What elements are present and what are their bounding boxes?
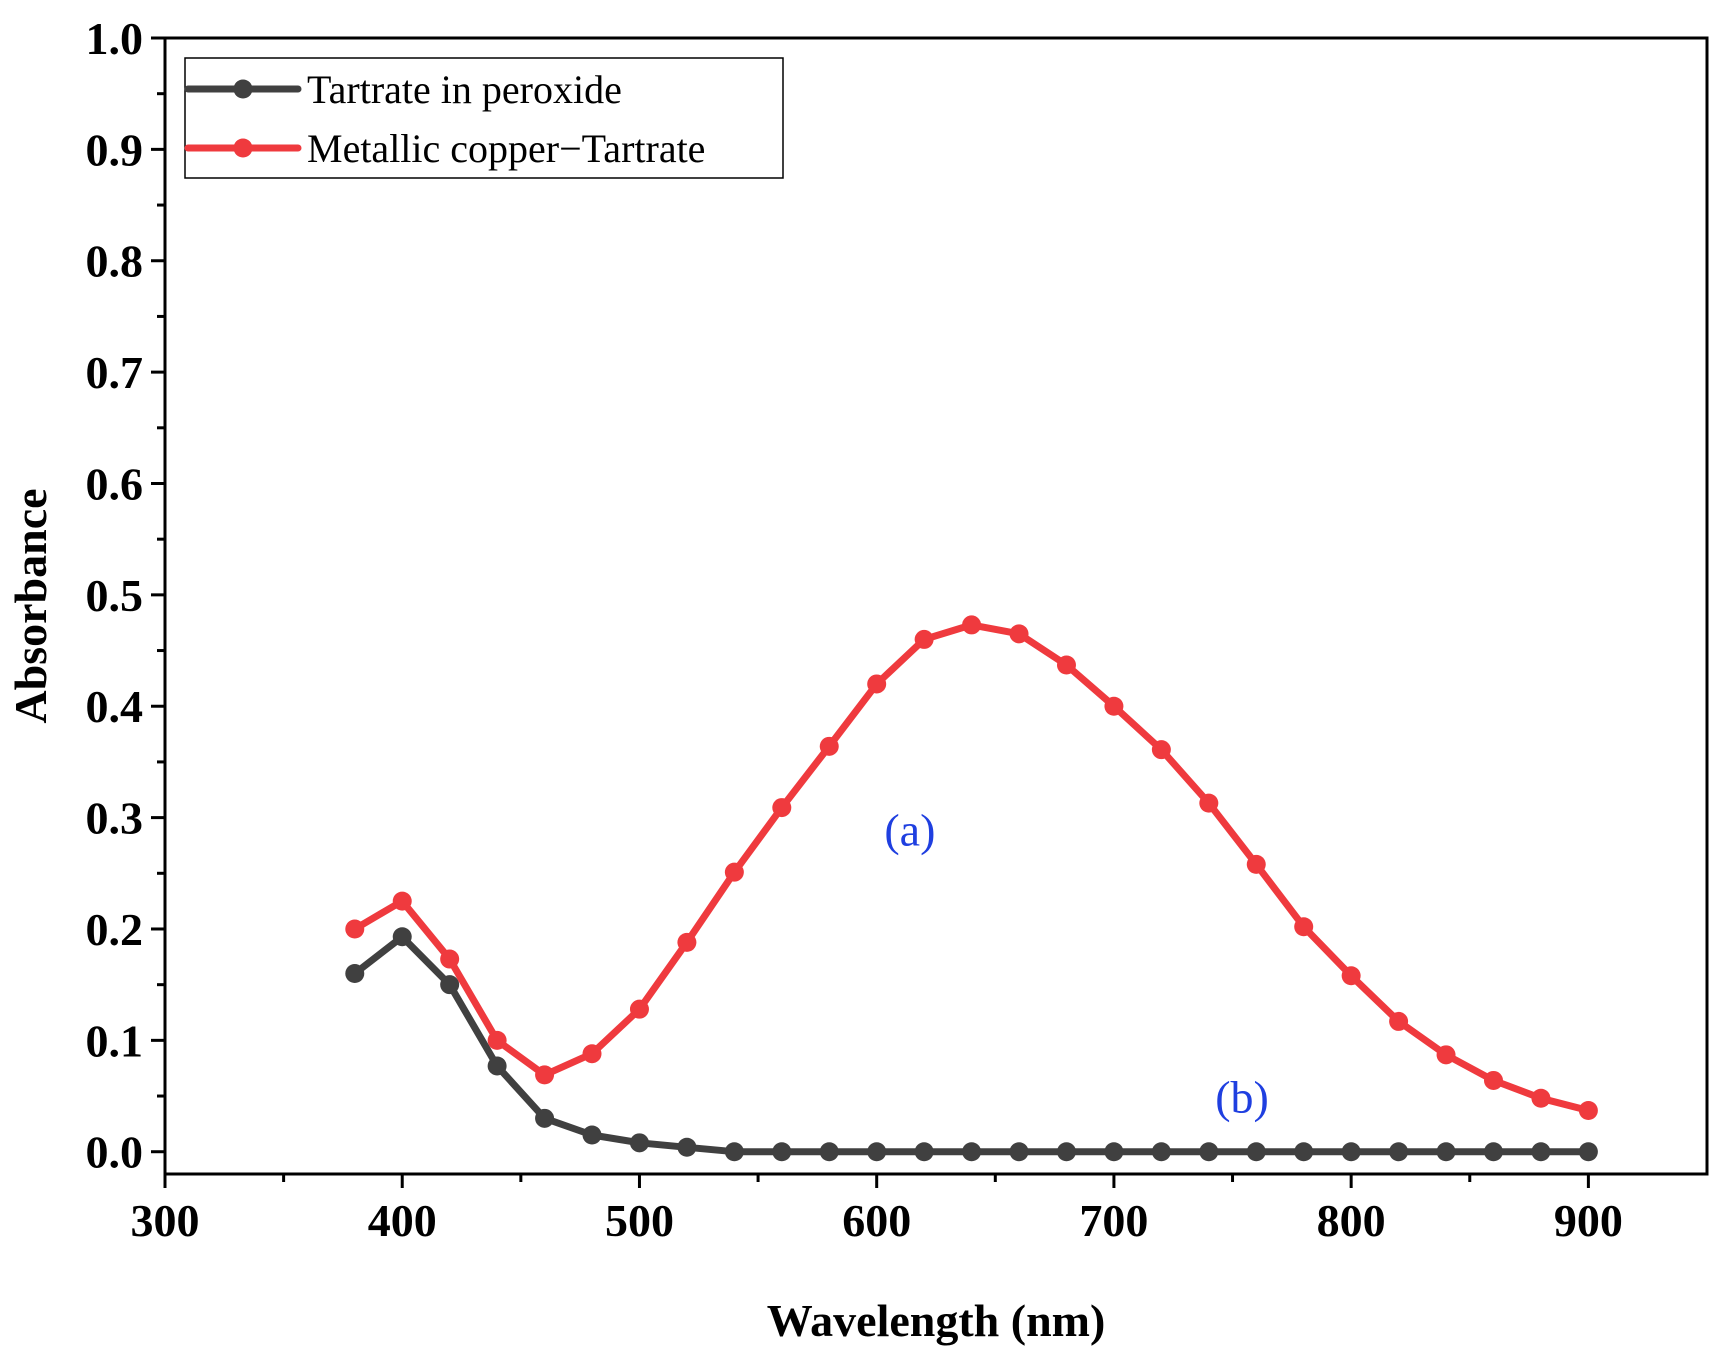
series-1-point — [1578, 1142, 1598, 1162]
y-tick-label: 0.2 — [86, 904, 144, 955]
legend-marker-series-1 — [233, 79, 253, 99]
series-1-point — [867, 1142, 887, 1162]
series-2-point — [1389, 1011, 1409, 1031]
y-axis: 0.0 0.1 0.2 0.3 0.4 0.5 0.6 0.7 0.8 0.9 1.0 — [86, 13, 165, 1178]
series-layer — [345, 615, 1598, 1162]
series-2-point — [1531, 1088, 1551, 1108]
series-1-point — [1483, 1142, 1503, 1162]
series-1-point — [345, 964, 365, 984]
x-axis: 300 400 500 600 700 800 900 — [131, 1174, 1623, 1246]
series-1-point — [1294, 1142, 1314, 1162]
y-tick-label: 0.4 — [86, 681, 144, 732]
x-tick-label: 400 — [368, 1195, 437, 1246]
series-1-point — [1009, 1142, 1029, 1162]
series-1-point — [487, 1056, 507, 1076]
series-2-point — [1104, 696, 1124, 716]
y-tick-label: 0.1 — [86, 1015, 144, 1066]
series-1-point — [772, 1142, 792, 1162]
series-2-point — [345, 919, 365, 939]
series-2-point — [1009, 624, 1029, 644]
annotations: (a) (b) — [884, 804, 1268, 1122]
series-2-point — [914, 629, 934, 649]
y-tick-label: 0.8 — [86, 236, 144, 287]
plot-frame — [163, 36, 1709, 1176]
series-2-point — [392, 891, 412, 911]
series-2-point — [867, 674, 887, 694]
series-2-point — [1578, 1101, 1598, 1121]
series-1-point — [914, 1142, 934, 1162]
series-1-point — [392, 927, 412, 947]
series-1-point — [962, 1142, 982, 1162]
y-tick-label: 0.0 — [86, 1127, 144, 1178]
series-2-point — [1056, 655, 1076, 675]
series-1-point — [819, 1142, 839, 1162]
series-2-point — [677, 932, 697, 952]
series-2-point — [1294, 917, 1314, 937]
series-2-point — [819, 736, 839, 756]
series-1-point — [1056, 1142, 1076, 1162]
legend-label-series-1: Tartrate in peroxide — [307, 67, 622, 112]
x-tick-label: 800 — [1317, 1195, 1386, 1246]
x-tick-label: 500 — [605, 1195, 674, 1246]
legend: Tartrate in peroxide Metallic copper−Tar… — [184, 57, 784, 179]
series-1-point — [1246, 1142, 1266, 1162]
series-1-point — [1199, 1142, 1219, 1162]
series-2-point — [772, 798, 792, 818]
x-tick-label: 300 — [131, 1195, 200, 1246]
legend-label-series-2: Metallic copper−Tartrate — [307, 126, 705, 171]
y-tick-label: 0.5 — [86, 570, 144, 621]
series-1-point — [677, 1137, 697, 1157]
series-1-point — [724, 1142, 744, 1162]
series-2-point — [535, 1065, 555, 1085]
annotation-label-1: (a) — [884, 804, 935, 855]
y-tick-label: 0.6 — [86, 458, 144, 509]
x-tick-label: 700 — [1079, 1195, 1148, 1246]
legend-box — [184, 57, 784, 179]
series-1-point — [535, 1108, 555, 1128]
series-2-point — [962, 615, 982, 635]
series-1-point — [1104, 1142, 1124, 1162]
series-2-point — [1246, 854, 1266, 874]
legend-marker-series-2 — [233, 138, 253, 158]
series-1-point — [1151, 1142, 1171, 1162]
y-tick-label: 1.0 — [86, 13, 144, 64]
series-2-point — [1151, 740, 1171, 760]
series-line-2 — [351, 621, 1592, 1114]
x-axis-title: Wavelength (nm) — [767, 1295, 1106, 1346]
series-2-point — [1483, 1070, 1503, 1090]
series-2-point — [724, 862, 744, 882]
x-tick-label: 900 — [1554, 1195, 1623, 1246]
series-1-point — [629, 1133, 649, 1153]
series-2-point — [1199, 793, 1219, 813]
y-tick-label: 0.3 — [86, 793, 144, 844]
series-1-point — [1341, 1142, 1361, 1162]
series-2-point — [629, 999, 649, 1019]
series-2-point — [440, 949, 460, 969]
x-tick-label: 600 — [842, 1195, 911, 1246]
y-axis-title: Absorbance — [5, 488, 56, 723]
series-2-point — [487, 1030, 507, 1050]
annotation-label-2: (b) — [1215, 1072, 1269, 1123]
series-1-point — [582, 1125, 602, 1145]
series-1-point — [440, 975, 460, 995]
y-tick-label: 0.9 — [86, 124, 144, 175]
series-1-point — [1389, 1142, 1409, 1162]
series-1-point — [1436, 1142, 1456, 1162]
series-2-point — [1341, 966, 1361, 986]
y-tick-label: 0.7 — [86, 347, 144, 398]
series-1-point — [1531, 1142, 1551, 1162]
series-2-point — [1436, 1045, 1456, 1065]
series-2-point — [582, 1044, 602, 1064]
